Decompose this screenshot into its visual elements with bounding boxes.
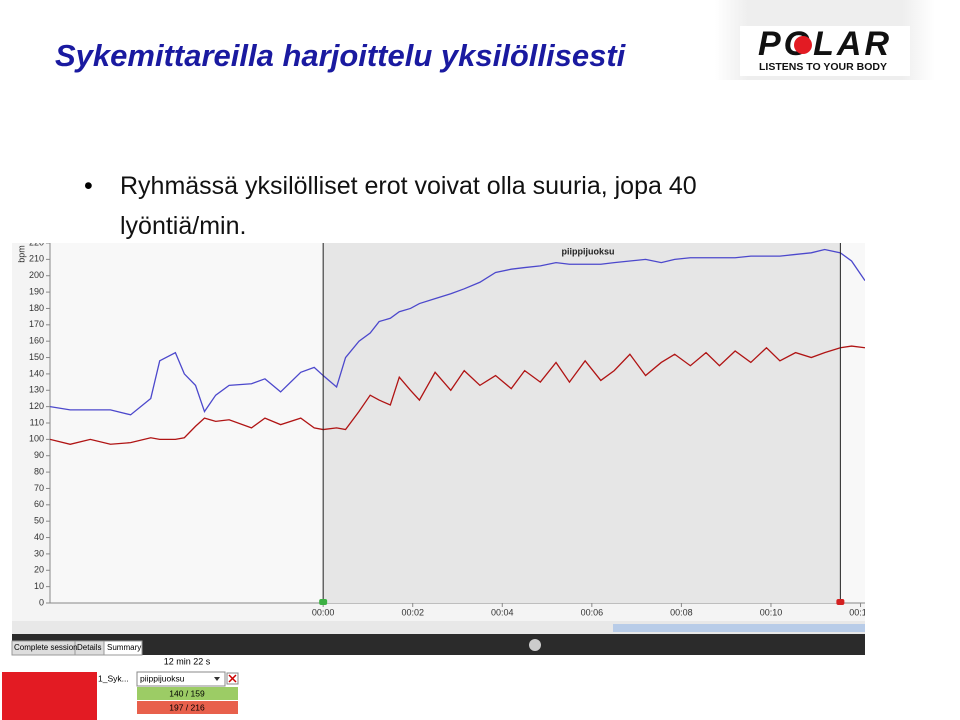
logo-box xyxy=(740,26,910,76)
value-text: 140 / 159 xyxy=(169,688,205,698)
tab-label[interactable]: Summary xyxy=(107,643,141,652)
selection-band xyxy=(323,243,841,603)
y-tick-label: 40 xyxy=(34,532,44,542)
y-tick-label: 180 xyxy=(29,303,44,313)
y-ticks: 0 10 20 30 40 50 60 70 80 90 100 110 120 130 140 150 160… xyxy=(29,237,50,607)
y-tick-label: 130 xyxy=(29,385,44,395)
toggle-icon[interactable] xyxy=(529,639,541,651)
y-tick-label: 210 xyxy=(29,254,44,264)
y-tick-label: 80 xyxy=(34,466,44,476)
software-panel: Complete session Details Summary 12 min … xyxy=(2,621,865,720)
y-tick-label: 160 xyxy=(29,336,44,346)
x-tick-label: 00:08 xyxy=(670,607,693,617)
y-tick-label: 140 xyxy=(29,368,44,378)
dropdown-arrow[interactable] xyxy=(214,677,220,681)
chart: bpm 0 10 20 30 40 50 60 70 80 90 100 110 120 130 140 15… xyxy=(12,237,872,623)
selection-handle xyxy=(319,599,328,605)
y-tick-label: 190 xyxy=(29,286,44,296)
x-tick-label: 00:06 xyxy=(581,607,604,617)
y-tick-label: 70 xyxy=(34,483,44,493)
y-tick-label: 20 xyxy=(34,565,44,575)
tab-label[interactable]: Details xyxy=(77,643,101,652)
duration: 12 min 22 s xyxy=(164,656,211,666)
x-tick-label: 00:12 xyxy=(849,607,872,617)
close-icon[interactable] xyxy=(228,674,237,683)
y-tick-label: 170 xyxy=(29,319,44,329)
y-tick-label: 120 xyxy=(29,401,44,411)
value-text: 197 / 216 xyxy=(169,702,205,712)
value-cell xyxy=(137,687,238,700)
bullet-text: Ryhmässä yksilölliset erot voivat olla s… xyxy=(120,172,697,240)
series-line xyxy=(50,345,865,445)
scroll-thumb[interactable] xyxy=(613,624,865,632)
y-tick-label: 90 xyxy=(34,450,44,460)
y-tick-label: 0 xyxy=(39,597,44,607)
logo-dot xyxy=(794,36,812,54)
x-tick-label: 00:02 xyxy=(401,607,424,617)
y-tick-label: 100 xyxy=(29,434,44,444)
toolbar xyxy=(12,634,865,655)
annotation: piippijuoksu xyxy=(562,246,615,256)
y-tick-label: 10 xyxy=(34,581,44,591)
value-cell xyxy=(137,701,238,714)
series-line xyxy=(50,248,865,416)
dropdown[interactable] xyxy=(136,671,226,687)
x-ticks: 00:00 00:02 00:04 00:06 00:08 00:10 00:12 xyxy=(312,603,872,617)
y-tick-label: 50 xyxy=(34,516,44,526)
x-tick-label: 00:10 xyxy=(760,607,783,617)
tab[interactable] xyxy=(103,640,143,656)
y-tick-label: 150 xyxy=(29,352,44,362)
y-tick-label: 30 xyxy=(34,548,44,558)
red-block xyxy=(2,672,97,720)
title: Sykemittareilla harjoittelu yksilöllises… xyxy=(55,38,627,73)
logo-tagline: LISTENS TO YOUR BODY xyxy=(759,61,887,73)
y-tick-label: 220 xyxy=(29,237,44,247)
row-label: 1_Syk... xyxy=(98,673,129,683)
x-tick-label: 00:00 xyxy=(312,607,335,617)
y-label: bpm xyxy=(16,245,26,263)
y-tick-label: 200 xyxy=(29,270,44,280)
x-tick-label: 00:04 xyxy=(491,607,514,617)
bullet-dot: • xyxy=(84,172,93,200)
dropdown-text[interactable]: piippijuoksu xyxy=(140,673,185,683)
tab-label[interactable]: Complete session xyxy=(14,643,78,652)
logo-brand: POLAR xyxy=(758,25,892,63)
y-tick-label: 60 xyxy=(34,499,44,509)
selection-handle xyxy=(836,599,845,605)
y-tick-label: 110 xyxy=(30,417,44,427)
